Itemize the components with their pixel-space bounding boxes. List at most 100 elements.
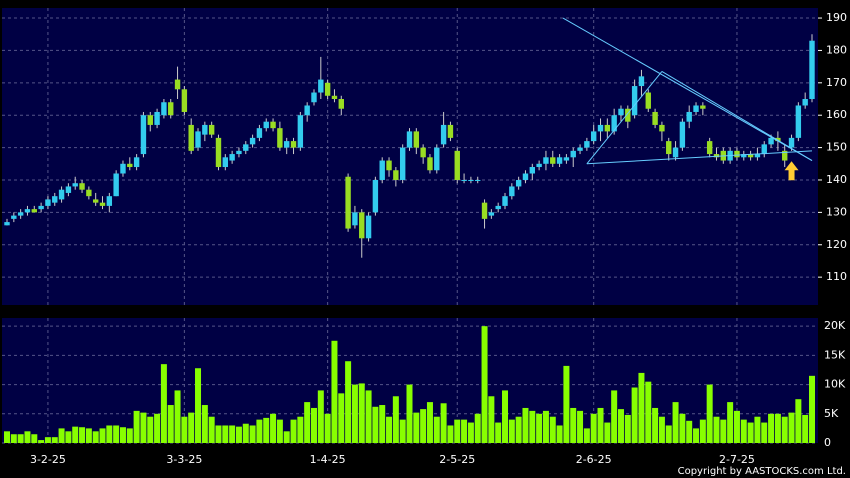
candle-body [638, 76, 645, 87]
candle-body [202, 124, 208, 135]
candle-body [243, 144, 249, 151]
y-tick-label: 130 [826, 205, 847, 218]
candle-body [741, 154, 747, 158]
candle-body [631, 86, 638, 116]
trendline [562, 17, 813, 161]
volume-bar [10, 434, 17, 443]
volume-bar [263, 417, 270, 443]
arrow-marker [784, 161, 799, 181]
volume-bar [706, 384, 713, 443]
candle-body [52, 196, 58, 203]
candle-body [11, 215, 17, 219]
volume-bar [754, 416, 761, 443]
candle-body [154, 111, 160, 125]
volume-bar [495, 422, 502, 443]
candle-body [120, 163, 126, 174]
candle-body [174, 79, 181, 90]
volume-bar [242, 423, 249, 443]
candle-body [529, 167, 535, 174]
volume-bar [399, 419, 406, 443]
volume-bar [4, 431, 10, 443]
candle-body [782, 150, 788, 161]
candle-body [311, 92, 317, 103]
volume-bar [276, 419, 283, 443]
candle-body [236, 150, 242, 155]
volume-bar [508, 419, 515, 443]
candle-body [420, 147, 426, 158]
volume-bar [24, 431, 31, 443]
volume-bar [58, 428, 65, 443]
candle-body [45, 199, 51, 206]
volume-bar [447, 425, 454, 443]
volume-bar [795, 399, 802, 443]
candle-body [468, 179, 474, 181]
volume-bar [38, 440, 45, 443]
volume-bar [119, 427, 126, 443]
candle-body [454, 150, 460, 180]
volume-bar [65, 431, 72, 443]
volume-bar [665, 425, 672, 443]
y-tick-label: 10K [824, 378, 846, 391]
x-tick-label: 3-2-25 [30, 453, 66, 466]
candle-body [747, 154, 754, 158]
volume-bar [467, 422, 474, 443]
candle-body [284, 141, 290, 148]
volume-bar [577, 410, 584, 443]
candle-body [434, 147, 440, 171]
volume-bar [406, 384, 413, 443]
volume-bar [51, 437, 58, 443]
volume-bar [358, 383, 365, 443]
candle-body [393, 170, 399, 180]
volume-bar [740, 419, 747, 443]
candle-body [625, 108, 631, 122]
volume-bar [365, 390, 372, 443]
y-tick-label: 180 [826, 43, 847, 56]
candle-body [543, 157, 549, 164]
volume-bar [229, 425, 236, 443]
candle-body [161, 102, 167, 116]
candle-body [17, 212, 24, 216]
volume-bar [99, 428, 106, 443]
volume-bar [597, 407, 604, 443]
volume-bar [270, 413, 277, 443]
candle-body [345, 176, 351, 229]
y-tick-label: 190 [826, 11, 847, 24]
volume-bar [788, 412, 795, 443]
volume-bar [331, 340, 338, 443]
volume-bar [147, 416, 154, 443]
volume-bar [645, 381, 652, 443]
candle-body [365, 215, 372, 239]
candle-body [604, 124, 611, 132]
volume-bar [140, 412, 147, 443]
candle-body [297, 115, 304, 148]
candle-body [92, 199, 99, 203]
volume-bar [126, 428, 133, 443]
candle-body [659, 124, 665, 132]
candle-body [809, 40, 815, 100]
volume-bar [338, 393, 345, 443]
candle-body [99, 202, 106, 206]
candle-body [802, 99, 808, 106]
volume-bar [802, 414, 809, 443]
volume-bar [747, 422, 754, 443]
candle-body [577, 147, 583, 151]
x-tick-label: 2-5-25 [439, 453, 475, 466]
volume-bar [167, 405, 174, 443]
volume-bar [79, 427, 86, 443]
volume-bar [686, 420, 693, 443]
candle-body [440, 124, 447, 145]
candle-body [706, 141, 713, 155]
volume-bar [324, 413, 331, 443]
volume-bar [536, 413, 543, 443]
trendline [586, 71, 663, 165]
volume-bar [160, 364, 167, 443]
volume-bar [781, 416, 788, 443]
volume-bar [310, 407, 317, 443]
volume-bar [727, 402, 734, 443]
y-tick-label: 120 [826, 238, 847, 251]
volume-bar [44, 437, 51, 443]
candle-body [318, 79, 324, 93]
candle-body [461, 179, 467, 181]
volume-bar [351, 384, 358, 443]
candle-body [181, 89, 188, 112]
